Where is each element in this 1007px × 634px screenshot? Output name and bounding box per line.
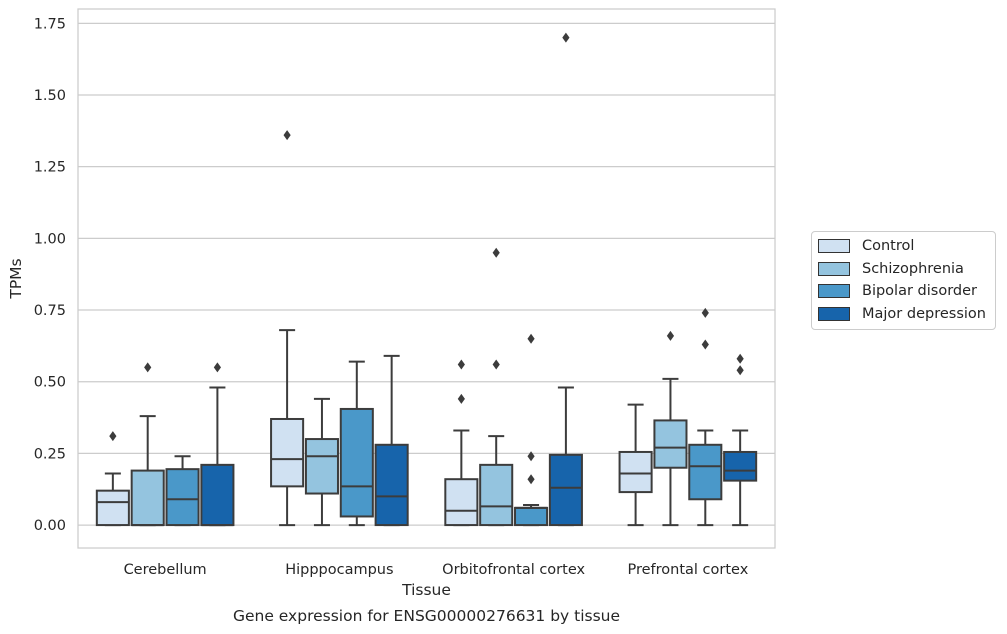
legend-swatch: [818, 239, 850, 254]
outlier-point: [736, 353, 744, 364]
box-body: [339, 407, 374, 518]
box-body: [514, 506, 549, 527]
x-tick-label: Hipppocampus: [285, 562, 393, 578]
box-body: [479, 463, 514, 527]
y-tick-label: 1.75: [34, 16, 66, 32]
box-body: [444, 478, 479, 527]
plot-area-frame: [77, 8, 776, 549]
outlier-point: [562, 32, 570, 43]
y-tick-label: 0.75: [34, 303, 66, 319]
box-3-2: [688, 307, 723, 527]
outlier-point: [701, 339, 709, 350]
outlier-point: [457, 393, 465, 404]
box-body: [688, 443, 723, 501]
legend-item: Major depression: [818, 303, 989, 326]
x-axis-label: Tissue: [401, 581, 451, 599]
outlier-point: [457, 359, 465, 370]
x-axis-ticks: Cerebellum Hipppocampus Orbitofrontal cort…: [124, 562, 749, 578]
legend: Control Schizophrenia Bipolar disorder Majo…: [811, 231, 996, 330]
x-tick-label: Cerebellum: [124, 562, 207, 578]
outlier-point: [666, 330, 675, 341]
outlier-point: [144, 362, 152, 373]
box-2-3: [548, 32, 583, 527]
legend-swatch: [818, 261, 850, 276]
box-0-0: [95, 431, 130, 527]
outlier-point: [492, 247, 500, 258]
outlier-point: [213, 362, 221, 373]
y-tick-label: 1.25: [34, 160, 66, 176]
gridlines: [78, 22, 775, 526]
y-tick-label: 0.25: [34, 446, 66, 462]
y-tick-label: 1.50: [34, 88, 66, 104]
legend-label: Control: [862, 238, 915, 255]
legend-item: Schizophrenia: [818, 258, 989, 281]
y-tick-label: 1.00: [34, 231, 66, 247]
outlier-point: [736, 365, 744, 376]
box-body: [374, 443, 409, 527]
box-body: [548, 453, 583, 527]
outlier-point: [527, 474, 535, 485]
box-0-2: [165, 455, 200, 527]
box-2-2: [514, 333, 549, 527]
box-body: [130, 469, 165, 527]
outlier-point: [527, 333, 535, 344]
box-body: [165, 468, 200, 527]
box-0-3: [200, 362, 235, 527]
outlier-point: [109, 431, 117, 442]
x-tick-label: Prefrontal cortex: [627, 562, 748, 578]
box-body: [95, 489, 130, 527]
box-body: [304, 438, 339, 495]
box-0-1: [130, 362, 165, 527]
legend-label: Bipolar disorder: [862, 283, 977, 300]
legend-swatch: [818, 284, 850, 299]
box-2-0: [444, 359, 479, 527]
box-1-1: [304, 397, 339, 527]
box-body: [653, 419, 688, 469]
y-axis-label: TPMs: [7, 258, 25, 299]
box-1-2: [339, 360, 374, 527]
box-body: [270, 417, 305, 488]
y-tick-label: 0.00: [34, 518, 66, 534]
box-body: [200, 463, 235, 527]
box-3-1: [653, 330, 688, 527]
legend-item: Control: [818, 235, 989, 258]
x-tick-label: Orbitofrontal cortex: [442, 562, 585, 578]
box-3-0: [618, 403, 653, 527]
outlier-point: [527, 451, 535, 462]
chart-title: Gene expression for ENSG00000276631 by t…: [233, 607, 620, 625]
box-2-1: [479, 247, 514, 527]
legend-swatch: [818, 306, 850, 321]
box-1-0: [270, 130, 305, 527]
legend-label: Schizophrenia: [862, 260, 964, 277]
legend-label: Major depression: [862, 305, 986, 322]
legend-item: Bipolar disorder: [818, 280, 989, 303]
outlier-point: [492, 359, 500, 370]
outlier-point: [701, 307, 709, 318]
y-tick-label: 0.50: [34, 375, 66, 391]
box-body: [618, 450, 653, 494]
boxes: [95, 32, 758, 527]
box-body: [723, 450, 758, 482]
y-axis-ticks: 0.00 0.25 0.50 0.75 1.00 1.25 1.50 1.75: [34, 16, 66, 534]
box-3-3: [723, 353, 758, 527]
box-1-3: [374, 354, 409, 527]
outlier-point: [283, 130, 291, 141]
